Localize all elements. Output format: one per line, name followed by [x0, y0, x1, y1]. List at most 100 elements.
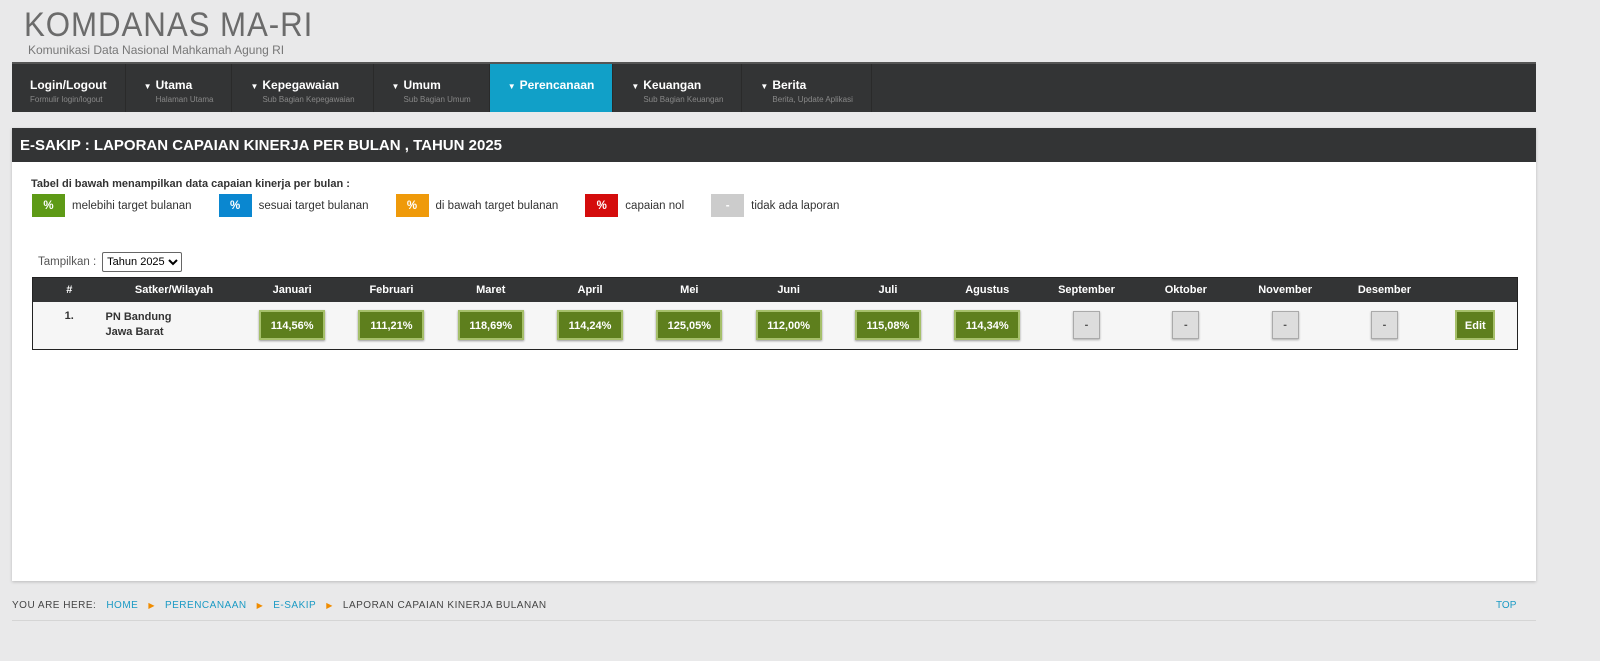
nav-desc: Sub Bagian Keuangan — [643, 95, 724, 104]
column-header: Juli — [838, 277, 938, 302]
legend-label: sesuai target bulanan — [258, 199, 369, 212]
legend-swatch: % — [585, 194, 619, 217]
month-value-button[interactable]: 111,21% — [358, 310, 425, 341]
nav-item-umum[interactable]: ▼ Umum Sub Bagian Umum — [374, 64, 490, 112]
nav-label: Utama — [155, 78, 193, 92]
month-value-button[interactable]: - — [1073, 311, 1101, 340]
column-header: Juni — [738, 277, 839, 302]
nav-item-keuangan[interactable]: ▼ Keuangan Sub Bagian Keuangan — [613, 64, 743, 112]
year-select[interactable]: Tahun 2025 — [102, 252, 183, 272]
satker-name: PN Bandung — [105, 311, 172, 324]
nav-label: Berita — [772, 78, 807, 92]
nav-desc: Sub Bagian Kepegawaian — [262, 95, 355, 104]
performance-table: # Satker/Wilayah Januari Februari Maret April… — [32, 277, 1518, 350]
column-header: Oktober — [1136, 277, 1236, 302]
nav-item-utama[interactable]: ▼ Utama Halaman Utama — [126, 64, 233, 112]
month-value-button[interactable]: - — [1271, 311, 1299, 340]
month-cell: - — [1235, 301, 1335, 350]
column-header: Satker/Wilayah — [105, 277, 243, 302]
column-header: Januari — [242, 277, 342, 302]
nav-label: Umum — [403, 78, 441, 92]
logo[interactable]: KOMDANAS MA-RI Komunikasi Data Nasional … — [24, 6, 338, 57]
nav-item-perencanaan[interactable]: ▼ Perencanaan — [489, 64, 614, 112]
column-header — [1434, 277, 1518, 302]
month-value-button[interactable]: 112,00% — [755, 310, 822, 341]
month-cell: 125,05% — [639, 301, 739, 350]
legend-label: tidak ada laporan — [751, 199, 840, 212]
table-row: 1. PN Bandung Jawa Barat 114,56% 111,21% 118,… — [32, 301, 1518, 350]
month-value-button[interactable]: 115,08% — [854, 310, 921, 341]
month-cell: 115,08% — [838, 301, 938, 350]
legend-swatch: % — [395, 194, 429, 217]
month-cell: 111,21% — [341, 301, 442, 350]
action-cell: Edit — [1434, 301, 1518, 350]
main-nav: Login/Logout Formulir login/logout ▼ Utama H… — [12, 62, 1536, 112]
month-value-button[interactable]: 114,34% — [954, 310, 1021, 341]
month-cell: 114,24% — [540, 301, 640, 350]
caret-down-icon: ▼ — [631, 82, 640, 91]
arrow-right-icon: ▶ — [326, 601, 333, 610]
caret-down-icon: ▼ — [143, 82, 152, 91]
month-cell: - — [1036, 301, 1137, 350]
logo-title: KOMDANAS MA-RI — [24, 6, 314, 44]
edit-button[interactable]: Edit — [1455, 310, 1496, 341]
nav-desc: Sub Bagian Umum — [403, 95, 471, 104]
breadcrumb-esakip[interactable]: E-SAKIP — [273, 600, 317, 611]
nav-label: Login/Logout — [30, 78, 107, 92]
column-header: Mei — [639, 277, 739, 302]
month-value-button[interactable]: 114,24% — [557, 310, 624, 341]
caret-down-icon: ▼ — [760, 82, 769, 91]
breadcrumb-prefix: YOU ARE HERE: — [12, 600, 97, 611]
month-cell: - — [1334, 301, 1435, 350]
column-header: Februari — [341, 277, 442, 302]
panel-title: E-SAKIP : LAPORAN CAPAIAN KINERJA PER BU… — [12, 128, 1536, 162]
month-cell: 112,00% — [738, 301, 839, 350]
column-header: November — [1235, 277, 1335, 302]
top-link[interactable]: TOP — [1496, 600, 1517, 611]
arrow-right-icon: ▶ — [148, 601, 155, 610]
legend-label: di bawah target bulanan — [435, 199, 559, 212]
report-panel: E-SAKIP : LAPORAN CAPAIAN KINERJA PER BU… — [12, 128, 1536, 581]
nav-desc: Berita, Update Aplikasi — [772, 95, 853, 104]
breadcrumb-current: LAPORAN CAPAIAN KINERJA BULANAN — [342, 600, 547, 611]
month-cell: 118,69% — [441, 301, 541, 350]
nav-label: Kepegawaian — [262, 78, 340, 92]
intro-text: Tabel di bawah menampilkan data capaian … — [31, 178, 350, 190]
caret-down-icon: ▼ — [391, 82, 400, 91]
column-header: September — [1036, 277, 1137, 302]
nav-item-kepegawaian[interactable]: ▼ Kepegawaian Sub Bagian Kepegawaian — [232, 64, 374, 112]
column-header: Maret — [441, 277, 541, 302]
column-header: April — [540, 277, 640, 302]
legend: % melebihi target bulanan% sesuai target b… — [32, 194, 866, 217]
logo-subtitle: Komunikasi Data Nasional Mahkamah Agung … — [28, 43, 285, 57]
breadcrumb-perencanaan[interactable]: PERENCANAAN — [164, 600, 247, 611]
year-filter: Tampilkan : Tahun 2025 — [38, 252, 183, 272]
month-value-button[interactable]: - — [1172, 311, 1200, 340]
column-header: Agustus — [937, 277, 1037, 302]
caret-down-icon: ▼ — [507, 82, 516, 91]
month-value-button[interactable]: - — [1370, 311, 1398, 340]
column-header: Desember — [1334, 277, 1435, 302]
month-value-button[interactable]: 114,56% — [259, 310, 326, 341]
nav-desc: Formulir login/logout — [30, 95, 103, 104]
nav-item-berita[interactable]: ▼ Berita Berita, Update Aplikasi — [742, 64, 872, 112]
legend-swatch: - — [711, 194, 745, 217]
month-cell: - — [1136, 301, 1236, 350]
nav-label: Perencanaan — [519, 78, 595, 92]
breadcrumb-home[interactable]: HOME — [106, 600, 139, 611]
breadcrumb: YOU ARE HERE: HOME ▶ PERENCANAAN ▶ E-SAK… — [12, 600, 547, 611]
arrow-right-icon: ▶ — [256, 601, 264, 610]
column-header: # — [32, 277, 106, 302]
legend-label: melebihi target bulanan — [72, 199, 192, 212]
footer-divider — [12, 620, 1536, 621]
month-value-button[interactable]: 125,05% — [656, 310, 723, 341]
legend-swatch: % — [32, 194, 65, 217]
satker-region: Jawa Barat — [105, 326, 164, 339]
month-cell: 114,56% — [242, 301, 342, 350]
month-value-button[interactable]: 118,69% — [457, 310, 524, 341]
filter-label: Tampilkan : — [38, 256, 97, 268]
legend-swatch: % — [218, 194, 252, 217]
month-cell: 114,34% — [937, 301, 1037, 350]
satker-cell: PN Bandung Jawa Barat — [105, 301, 243, 350]
nav-item-login-logout[interactable]: Login/Logout Formulir login/logout — [12, 64, 126, 112]
